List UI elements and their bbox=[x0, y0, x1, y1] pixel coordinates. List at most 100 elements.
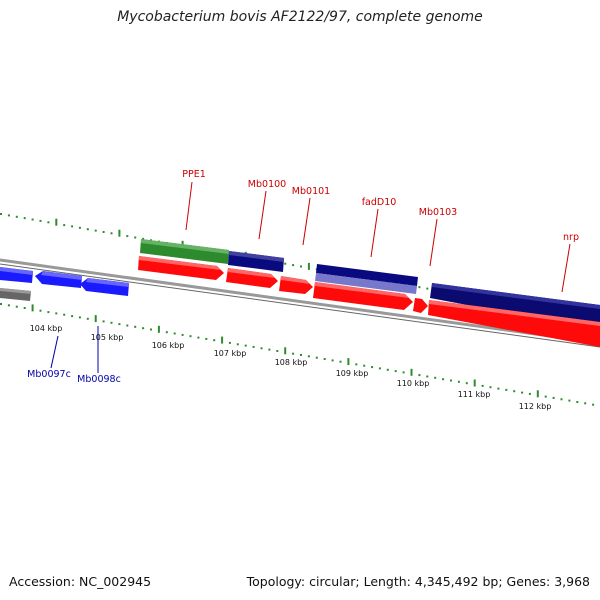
inner-major-tick bbox=[284, 347, 287, 355]
inner-minor-tick bbox=[584, 402, 587, 405]
inner-minor-tick bbox=[150, 328, 152, 331]
inner-minor-tick bbox=[244, 344, 247, 347]
inner-minor-tick bbox=[47, 311, 50, 314]
gene-label[interactable]: Mb0098c bbox=[77, 374, 121, 385]
inner-minor-tick bbox=[71, 315, 74, 318]
outer-minor-tick bbox=[102, 231, 105, 233]
outer-minor-tick bbox=[426, 287, 429, 290]
callout-line bbox=[561, 243, 571, 293]
outer-minor-tick bbox=[15, 215, 18, 218]
inner-minor-tick bbox=[457, 380, 460, 383]
inner-major-tick bbox=[410, 368, 413, 376]
inner-minor-tick bbox=[378, 367, 381, 370]
scale-label: 106 kbp bbox=[152, 341, 185, 350]
outer-minor-tick bbox=[418, 286, 421, 289]
left-grey-feature-highlight bbox=[0, 288, 31, 294]
scale-label: 108 kbp bbox=[275, 358, 308, 367]
inner-minor-tick bbox=[189, 335, 192, 338]
inner-minor-tick bbox=[355, 363, 358, 366]
inner-minor-tick bbox=[481, 384, 484, 387]
inner-minor-tick bbox=[78, 316, 81, 319]
outer-minor-tick bbox=[134, 236, 137, 239]
gene-forward-5[interactable] bbox=[413, 298, 428, 313]
inner-minor-tick bbox=[363, 364, 366, 367]
outer-minor-tick bbox=[47, 221, 50, 224]
inner-minor-tick bbox=[528, 392, 531, 395]
inner-minor-tick bbox=[552, 396, 555, 399]
gene-label[interactable]: Mb0097c bbox=[27, 369, 71, 380]
inner-minor-tick bbox=[465, 382, 468, 385]
outer-major-tick bbox=[55, 218, 58, 226]
gene-mb0100-reverse[interactable] bbox=[228, 251, 284, 272]
inner-minor-tick bbox=[339, 360, 342, 363]
inner-minor-tick bbox=[300, 354, 302, 356]
outer-minor-tick bbox=[0, 213, 2, 215]
gene-ppe1[interactable] bbox=[140, 239, 229, 264]
backbone-line bbox=[0, 258, 600, 345]
inner-minor-tick bbox=[505, 388, 508, 391]
gene-mb0097c[interactable] bbox=[0, 267, 33, 283]
inner-minor-tick bbox=[126, 324, 129, 327]
callout-line bbox=[50, 335, 59, 369]
callout-line bbox=[429, 218, 438, 267]
inner-minor-tick bbox=[315, 356, 318, 359]
gene-label[interactable]: Mb0101 bbox=[292, 186, 330, 197]
gene-forward-1[interactable] bbox=[138, 256, 224, 280]
gene-label[interactable]: fadD10 bbox=[362, 197, 397, 208]
gene-label[interactable]: Mb0103 bbox=[419, 207, 457, 218]
genome-summary: Topology: circular; Length: 4,345,492 bp… bbox=[246, 574, 590, 589]
inner-minor-tick bbox=[386, 368, 389, 371]
gene-forward-4[interactable] bbox=[313, 282, 413, 310]
gene-mb0098c[interactable] bbox=[35, 271, 82, 288]
inner-minor-tick bbox=[7, 304, 10, 307]
outer-major-tick bbox=[307, 262, 310, 270]
outer-minor-tick bbox=[78, 226, 81, 229]
accession-label: Accession: NC_002945 bbox=[9, 574, 152, 589]
outer-minor-tick bbox=[284, 262, 287, 265]
inner-minor-tick bbox=[197, 336, 200, 339]
inner-major-tick bbox=[347, 358, 350, 366]
inner-major-tick bbox=[473, 379, 476, 387]
inner-minor-tick bbox=[576, 401, 579, 403]
outer-minor-tick bbox=[126, 235, 129, 238]
callout-line bbox=[302, 197, 311, 246]
gene-mb0098c-2[interactable] bbox=[80, 278, 129, 296]
outer-minor-tick bbox=[142, 237, 145, 240]
outer-minor-tick bbox=[94, 229, 97, 232]
outer-minor-tick bbox=[292, 264, 295, 267]
inner-minor-tick bbox=[15, 305, 18, 308]
gene-label[interactable]: nrp bbox=[563, 232, 579, 243]
inner-minor-tick bbox=[142, 327, 145, 330]
scale-labels: 104 kbp 105 kbp 106 kbp 107 kbp 108 kbp 109 k… bbox=[30, 324, 552, 411]
outer-minor-tick bbox=[71, 225, 74, 228]
gene-forward-2[interactable] bbox=[226, 268, 278, 288]
inner-minor-tick bbox=[213, 339, 216, 342]
inner-major-tick bbox=[221, 336, 224, 344]
inner-minor-tick bbox=[205, 337, 208, 340]
gene-label[interactable]: PPE1 bbox=[182, 169, 206, 180]
outer-major-tick bbox=[118, 229, 121, 237]
outer-minor-tick bbox=[7, 214, 10, 217]
inner-minor-tick bbox=[307, 355, 310, 358]
inner-minor-tick bbox=[0, 303, 2, 305]
gene-nrp[interactable] bbox=[428, 300, 600, 347]
inner-minor-tick bbox=[63, 313, 66, 316]
scale-label: 107 kbp bbox=[214, 349, 247, 358]
inner-minor-tick bbox=[181, 333, 184, 336]
inner-minor-tick bbox=[102, 320, 105, 323]
gene-fadd10[interactable] bbox=[315, 264, 418, 294]
inner-minor-tick bbox=[426, 375, 429, 378]
inner-minor-tick bbox=[592, 403, 595, 406]
outer-minor-tick bbox=[39, 219, 42, 222]
inner-minor-tick bbox=[252, 345, 255, 348]
scale-label: 104 kbp bbox=[30, 324, 63, 333]
gene-label[interactable]: Mb0100 bbox=[248, 179, 286, 190]
inner-minor-tick bbox=[134, 325, 137, 328]
inner-minor-tick bbox=[165, 331, 168, 334]
inner-major-tick bbox=[94, 315, 97, 323]
inner-tick-ring bbox=[0, 303, 595, 406]
callout-line bbox=[370, 208, 379, 258]
gene-forward-3[interactable] bbox=[279, 276, 313, 294]
inner-major-tick bbox=[157, 325, 160, 333]
gene-callouts: PPE1 Mb0100 Mb0101 fadD10 Mb0103 nrp Mb0097c Mb… bbox=[27, 169, 579, 385]
